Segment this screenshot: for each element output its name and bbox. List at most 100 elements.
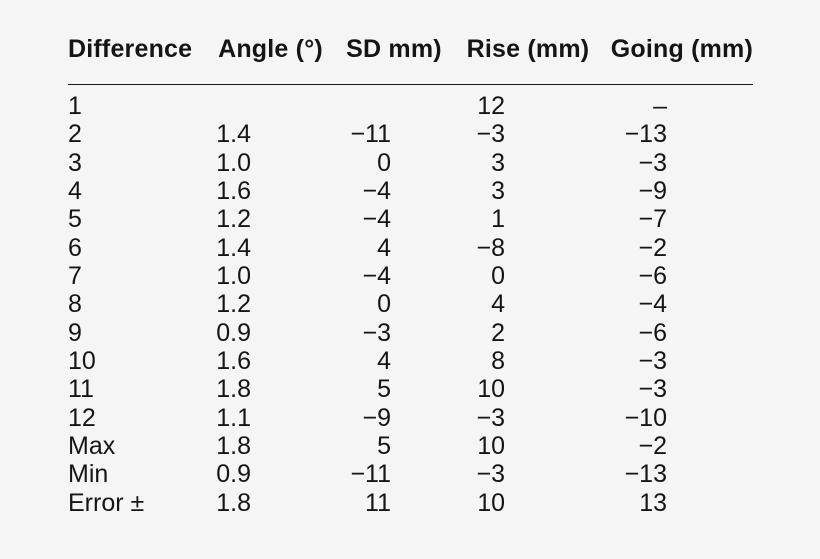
cell-angle: 1.0 [216, 262, 251, 291]
cell-going: −10 [624, 403, 667, 432]
table-row: Min 0.9 −11 −3 −13 [68, 460, 753, 488]
header-row: Difference Angle (°) SD mm) Rise (mm) Go… [68, 30, 753, 85]
cell-angle: 1.1 [216, 403, 251, 432]
cell-rise: 12 [477, 92, 505, 120]
cell-sd: 4 [377, 347, 391, 376]
cell-going: −13 [624, 120, 667, 149]
cell-difference: 9 [68, 318, 82, 347]
cell-angle: 0.9 [216, 318, 251, 347]
cell-angle: 1.2 [216, 290, 251, 319]
cell-angle [208, 85, 333, 121]
cell-difference: 3 [68, 148, 82, 177]
cell-difference: 4 [68, 177, 82, 206]
cell-going: −9 [638, 177, 667, 206]
cell-difference: 10 [68, 347, 96, 376]
cell-going: −13 [624, 460, 667, 489]
cell-sd: 0 [377, 148, 391, 177]
cell-going: – [653, 92, 667, 120]
table-row: 7 1.0 −4 0 −6 [68, 262, 753, 290]
cell-going: −2 [638, 432, 667, 461]
cell-sd: −9 [362, 403, 391, 432]
cell-rise: 2 [491, 318, 505, 347]
cell-going: −6 [638, 318, 667, 347]
cell-sd: −3 [362, 318, 391, 347]
col-header-sd: SD mm) [333, 30, 455, 85]
cell-sd: 5 [377, 432, 391, 461]
cell-difference: Min [68, 460, 109, 489]
cell-sd: 11 [365, 488, 391, 517]
table-row: 5 1.2 −4 1 −7 [68, 205, 753, 233]
cell-angle: 1.4 [216, 233, 251, 262]
cell-sd: −4 [362, 262, 391, 291]
table-body: 1 12–2 1.4 −11 −3 −13 3 1.0 0 3 −3 4 1.6 −4 3 −9 5 1.2 −4 1… [68, 85, 753, 518]
table-header: Difference Angle (°) SD mm) Rise (mm) Go… [68, 30, 753, 85]
cell-difference: 12 [68, 403, 96, 432]
cell-going: −2 [638, 233, 667, 262]
table-row: 1 12 – [68, 85, 753, 121]
cell-rise: 10 [477, 488, 505, 517]
cell-rise: −3 [476, 120, 505, 149]
cell-rise: −3 [476, 403, 505, 432]
cell-rise: 4 [491, 290, 505, 319]
cell-difference: 6 [68, 233, 82, 262]
table-row: Max 1.8 5 10 −2 [68, 432, 753, 460]
cell-rise: 3 [491, 148, 505, 177]
table-row: 11 1.8 5 10 −3 [68, 375, 753, 403]
cell-sd: 0 [377, 290, 391, 319]
cell-difference: 1 [68, 92, 82, 120]
cell-rise: 3 [491, 177, 505, 206]
cell-going: −3 [638, 148, 667, 177]
cell-rise: 10 [477, 375, 505, 404]
table-row: 4 1.6 −4 3 −9 [68, 177, 753, 205]
table-row: 12 1.1 −9 −3 −10 [68, 404, 753, 432]
cell-sd: −4 [362, 205, 391, 234]
cell-sd: −11 [350, 120, 391, 149]
cell-angle: 1.8 [216, 488, 251, 517]
cell-angle: 0.9 [216, 460, 251, 489]
cell-difference: Max [68, 432, 116, 461]
cell-angle: 1.6 [216, 177, 251, 206]
table-row: 8 1.2 0 4 −4 [68, 290, 753, 318]
cell-angle: 1.8 [216, 432, 251, 461]
col-header-difference: Difference [68, 30, 208, 85]
cell-difference: 2 [68, 120, 82, 149]
data-table: Difference Angle (°) SD mm) Rise (mm) Go… [68, 30, 753, 517]
cell-going: −3 [638, 347, 667, 376]
cell-difference: Error ± [68, 488, 145, 517]
col-header-angle: Angle (°) [208, 30, 333, 85]
cell-rise: 0 [491, 262, 505, 291]
cell-difference: 11 [68, 375, 94, 404]
cell-difference: 8 [68, 290, 82, 319]
cell-sd: 5 [377, 375, 391, 404]
cell-sd [333, 85, 455, 121]
table-row: 3 1.0 0 3 −3 [68, 149, 753, 177]
cell-going: −6 [638, 262, 667, 291]
table-row: Error ± 1.8 11 10 13 [68, 489, 753, 517]
cell-sd: 4 [377, 233, 391, 262]
cell-rise: −8 [476, 233, 505, 262]
col-header-rise: Rise (mm) [455, 30, 601, 85]
cell-going: −3 [638, 375, 667, 404]
cell-angle: 1.4 [216, 120, 251, 149]
cell-difference: 5 [68, 205, 82, 234]
table-row: 6 1.4 4 −8 −2 [68, 234, 753, 262]
cell-rise: 8 [491, 347, 505, 376]
cell-sd: −4 [362, 177, 391, 206]
cell-angle: 1.0 [216, 148, 251, 177]
col-header-going: Going (mm) [601, 30, 753, 85]
table-row: 9 0.9 −3 2 −6 [68, 319, 753, 347]
cell-angle: 1.6 [216, 347, 251, 376]
cell-angle: 1.8 [216, 375, 251, 404]
cell-going: 13 [639, 488, 667, 517]
cell-sd: −11 [350, 460, 391, 489]
cell-rise: −3 [476, 460, 505, 489]
cell-going: −4 [638, 290, 667, 319]
table-row: 10 1.6 4 8 −3 [68, 347, 753, 375]
cell-angle: 1.2 [216, 205, 251, 234]
cell-going: −7 [638, 205, 667, 234]
cell-difference: 7 [68, 262, 82, 291]
table-row: 2 1.4 −11 −3 −13 [68, 120, 753, 148]
cell-rise: 1 [491, 205, 505, 234]
cell-rise: 10 [477, 432, 505, 461]
